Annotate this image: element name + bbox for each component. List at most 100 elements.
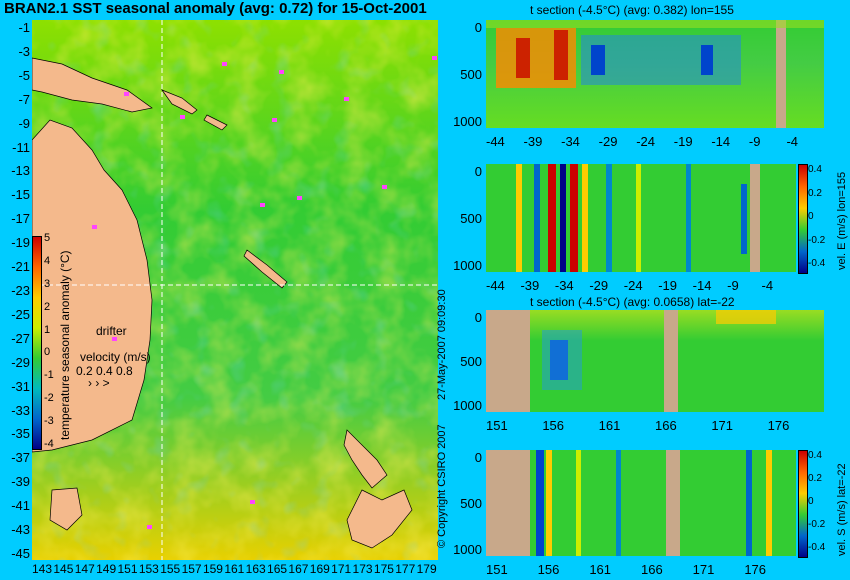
tick-label: 0.2 [808,187,822,199]
tick-label: -24 [636,134,656,149]
section4-plot [486,450,796,556]
tick-label: 1000 [453,398,482,413]
sst-map [31,20,438,560]
drifter-legend-label: drifter [96,324,127,338]
tick-label: 151 [486,562,508,577]
section4-colorbar [798,450,808,558]
tick-label: -19 [658,278,678,293]
tick-label: 0 [44,346,51,359]
tick-label: -0.4 [808,542,826,553]
section2-x-axis: -44 -39 -34 -29 -24 -19 -14 -9 -4 [486,278,796,294]
tick-label: 0 [474,310,482,325]
tick-label: 177 [395,562,416,576]
tick-label: 0 [808,496,814,507]
map-x-axis: 143 145 147 149 151 153 155 157 159 161 163 165 167 1… [32,562,438,580]
tick-label: 500 [460,496,482,511]
tick-label: 1000 [453,258,482,273]
tick-label: 175 [373,562,394,576]
velocity-legend-label: velocity (m/s) [80,350,151,364]
tick-label: 171 [692,562,715,577]
tick-label: 169 [309,562,330,576]
section1-plot [486,20,824,128]
tick-label: 3 [44,277,51,290]
tick-label: -7 [18,91,30,107]
new-guinea-land [31,57,153,113]
tick-label: 176 [744,562,767,577]
tick-label: 0.4 [808,450,822,461]
tick-label: -17 [11,211,30,227]
tick-label: 0.4 [808,164,822,175]
tick-label: 500 [460,211,482,226]
section2-plot [486,164,796,272]
tick-label: -25 [11,306,30,322]
tick-label: 0 [474,450,482,465]
tick-label: -0.4 [808,258,826,269]
tick-label: 155 [160,562,181,576]
section4-x-axis: 151 156 161 166 171 176 [486,562,796,578]
sst-map-svg [31,20,438,560]
tick-label: 173 [352,562,373,576]
tick-label: 0 [474,20,482,35]
tick-label: -29 [589,278,609,293]
map-colorbar [32,236,42,450]
tick-label: 156 [542,418,565,433]
tick-label: 157 [181,562,202,576]
tick-label: 153 [138,562,159,576]
tick-label: -29 [598,134,618,149]
section4-colorbar-ticks: 0.4 0.2 0 -0.2 -0.4 [808,450,838,556]
tick-label: -37 [11,450,30,466]
tick-label: -19 [11,235,30,251]
section3-x-axis: 151 156 161 166 171 176 [486,418,824,434]
tick-label: -45 [11,546,30,561]
tasmania-land [49,487,83,531]
tick-label: -14 [692,278,712,293]
section4-colorbar-label: vel. S (m/s) lat=-22 [836,463,848,556]
tick-label: -21 [11,259,30,275]
section3-svg [486,310,776,412]
tick-label: 0 [474,164,482,179]
tick-label: -33 [11,402,30,418]
tick-label: 500 [460,354,482,369]
tick-label: 171 [711,418,734,433]
tick-label: 179 [416,562,437,576]
tick-label: 151 [117,562,138,576]
section1-svg [486,20,824,128]
map-colorbar-label: temperature seasonal anomaly (°C) [58,250,72,440]
tick-label: 167 [288,562,309,576]
tick-label: 5 [44,232,51,244]
tick-label: -9 [748,134,761,149]
section2-svg [516,164,760,272]
tick-label: 176 [767,418,790,433]
tick-label: 1000 [453,542,482,557]
tick-label: 166 [655,418,677,433]
tick-label: 147 [74,562,95,576]
new-zealand-south [346,489,413,549]
tick-label: -0.2 [808,519,826,530]
tick-label: -5 [18,67,30,83]
tick-label: 4 [44,254,51,267]
tick-label: 151 [486,418,508,433]
tick-label: -29 [11,354,30,370]
tick-label: -11 [12,139,30,155]
velocity-legend-values: 0.2 0.4 0.8 [76,364,133,378]
tick-label: -44 [486,278,505,293]
tick-label: -39 [520,278,540,293]
tick-label: -39 [11,474,30,490]
tick-label: -0.2 [808,234,826,246]
tick-label: -2 [44,392,54,405]
section2-colorbar-label: vel. E (m/s) lon=155 [836,171,848,270]
tick-label: -14 [711,134,731,149]
tick-label: -1 [18,20,30,35]
map-title: BRAN2.1 SST seasonal anomaly (avg: 0.72)… [4,0,427,17]
tick-label: -1 [44,369,54,382]
map-colorbar-ticks: 5 4 3 2 1 0 -1 -2 -3 -4 [44,232,64,452]
tick-label: -3 [44,415,54,428]
tick-label: 143 [32,562,53,576]
section4-y-axis: 0 500 1000 [446,450,484,557]
tick-label: -4 [761,278,774,293]
tick-label: -35 [11,426,30,442]
tick-label: 145 [53,562,74,576]
tick-label: -24 [623,278,643,293]
tick-label: -3 [18,43,30,59]
velocity-legend-arrows: › › > [88,376,110,390]
